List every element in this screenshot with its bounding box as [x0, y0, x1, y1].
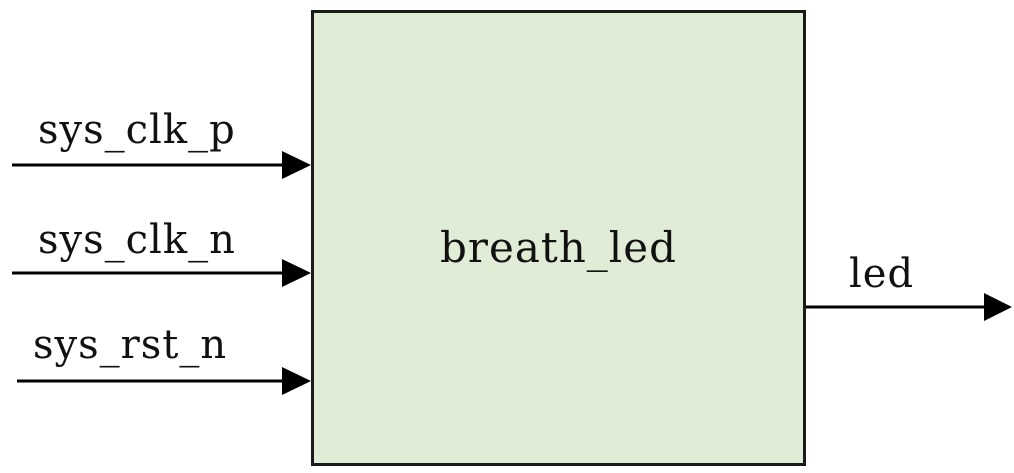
module-block: breath_led — [311, 10, 806, 466]
output-label-led: led — [849, 251, 915, 297]
input-label-sys-rst-n: sys_rst_n — [33, 322, 228, 368]
input-arrowhead-sys-clk-n — [282, 259, 311, 287]
input-label-sys-clk-p: sys_clk_p — [38, 107, 236, 153]
input-label-sys-clk-n: sys_clk_n — [38, 217, 236, 263]
module-name: breath_led — [440, 223, 677, 272]
input-arrowhead-sys-clk-p — [282, 151, 311, 179]
output-arrowhead-led — [984, 293, 1012, 321]
input-arrowhead-sys-rst-n — [282, 367, 311, 395]
